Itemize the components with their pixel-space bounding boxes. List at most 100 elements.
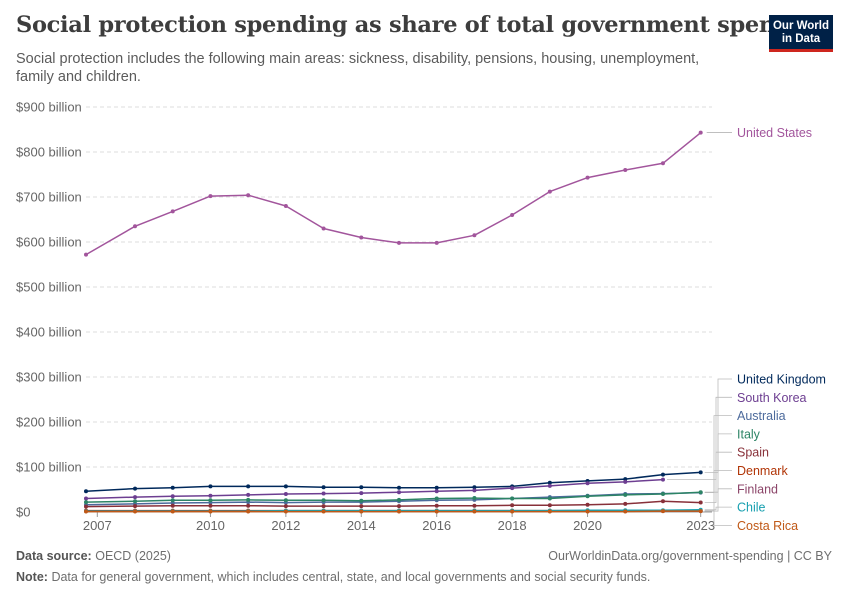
data-point[interactable] xyxy=(547,496,552,501)
data-point[interactable] xyxy=(133,509,138,514)
data-point[interactable] xyxy=(547,483,552,488)
data-point[interactable] xyxy=(321,485,326,490)
series-label[interactable]: Italy xyxy=(737,427,761,441)
series-line-south-korea[interactable] xyxy=(85,478,664,500)
data-point[interactable] xyxy=(510,213,515,217)
data-point[interactable] xyxy=(698,500,703,505)
data-point[interactable] xyxy=(84,252,88,257)
data-point[interactable] xyxy=(472,496,477,501)
data-point[interactable] xyxy=(623,501,628,506)
data-point[interactable] xyxy=(246,492,251,497)
data-point[interactable] xyxy=(170,509,175,514)
data-point[interactable] xyxy=(698,490,703,495)
data-point[interactable] xyxy=(623,509,628,514)
data-point[interactable] xyxy=(623,168,628,172)
series-line-italy[interactable] xyxy=(85,491,701,503)
data-point[interactable] xyxy=(208,194,213,199)
series-label[interactable]: Spain xyxy=(737,446,769,460)
data-point[interactable] xyxy=(660,509,665,514)
data-point[interactable] xyxy=(283,204,288,208)
data-point[interactable] xyxy=(84,509,88,514)
data-point[interactable] xyxy=(321,226,326,231)
data-point[interactable] xyxy=(397,490,401,495)
data-point[interactable] xyxy=(397,485,401,490)
data-point[interactable] xyxy=(283,509,288,514)
data-point[interactable] xyxy=(397,509,401,514)
data-point[interactable] xyxy=(434,496,439,501)
data-point[interactable] xyxy=(397,240,401,245)
data-point[interactable] xyxy=(359,491,364,496)
data-point[interactable] xyxy=(246,509,251,514)
data-point[interactable] xyxy=(359,235,364,240)
data-point[interactable] xyxy=(510,509,515,514)
data-point[interactable] xyxy=(585,502,590,507)
data-point[interactable] xyxy=(660,477,665,482)
data-point[interactable] xyxy=(472,503,477,508)
data-point[interactable] xyxy=(698,130,703,135)
data-point[interactable] xyxy=(283,498,288,503)
data-point[interactable] xyxy=(170,209,175,214)
data-point[interactable] xyxy=(472,509,477,514)
data-point[interactable] xyxy=(246,503,251,508)
data-point[interactable] xyxy=(585,481,590,486)
data-point[interactable] xyxy=(698,509,703,514)
data-point[interactable] xyxy=(208,493,213,498)
data-point[interactable] xyxy=(321,504,326,509)
owid-logo[interactable]: Our World in Data xyxy=(769,15,833,52)
data-point[interactable] xyxy=(434,509,439,514)
data-point[interactable] xyxy=(623,479,628,484)
data-point[interactable] xyxy=(84,500,88,505)
data-point[interactable] xyxy=(283,492,288,496)
series-line-costa-rica[interactable] xyxy=(86,510,701,513)
data-point[interactable] xyxy=(246,193,251,198)
data-point[interactable] xyxy=(84,489,88,494)
series-label[interactable]: United States xyxy=(737,126,812,140)
data-point[interactable] xyxy=(133,504,138,509)
data-point[interactable] xyxy=(547,503,552,508)
data-point[interactable] xyxy=(170,494,175,499)
data-point[interactable] xyxy=(283,484,288,489)
data-point[interactable] xyxy=(170,498,175,503)
data-point[interactable] xyxy=(133,495,138,500)
data-point[interactable] xyxy=(472,488,477,493)
data-point[interactable] xyxy=(585,175,590,180)
data-point[interactable] xyxy=(397,504,401,509)
data-point[interactable] xyxy=(208,509,213,514)
data-point[interactable] xyxy=(359,485,364,490)
data-point[interactable] xyxy=(133,224,138,229)
url-license[interactable]: OurWorldinData.org/government-spending |… xyxy=(548,549,832,563)
data-point[interactable] xyxy=(208,498,213,503)
data-point[interactable] xyxy=(321,498,326,503)
data-point[interactable] xyxy=(170,503,175,508)
data-point[interactable] xyxy=(133,486,138,491)
series-label[interactable]: Costa Rica xyxy=(737,519,798,533)
data-point[interactable] xyxy=(208,503,213,508)
data-point[interactable] xyxy=(510,486,515,491)
data-point[interactable] xyxy=(547,480,552,485)
series-label[interactable]: Denmark xyxy=(737,464,788,478)
data-point[interactable] xyxy=(397,497,401,502)
data-point[interactable] xyxy=(585,509,590,514)
series-line-australia[interactable] xyxy=(85,491,701,506)
data-point[interactable] xyxy=(321,491,326,496)
series-label[interactable]: Finland xyxy=(737,482,778,496)
data-point[interactable] xyxy=(321,509,326,514)
data-point[interactable] xyxy=(84,504,88,509)
data-point[interactable] xyxy=(510,503,515,508)
data-point[interactable] xyxy=(359,509,364,514)
data-point[interactable] xyxy=(434,503,439,508)
data-point[interactable] xyxy=(510,496,515,501)
series-label[interactable]: South Korea xyxy=(737,391,807,405)
data-point[interactable] xyxy=(547,509,552,514)
data-point[interactable] xyxy=(434,489,439,494)
source-link[interactable]: OECD (2025) xyxy=(95,549,171,563)
data-point[interactable] xyxy=(698,470,703,475)
data-point[interactable] xyxy=(660,472,665,477)
data-point[interactable] xyxy=(434,485,439,490)
data-point[interactable] xyxy=(208,484,213,489)
data-point[interactable] xyxy=(133,499,138,504)
data-point[interactable] xyxy=(623,492,628,497)
series-label[interactable]: Australia xyxy=(737,409,786,423)
series-label[interactable]: United Kingdom xyxy=(737,373,826,387)
data-point[interactable] xyxy=(660,499,665,504)
